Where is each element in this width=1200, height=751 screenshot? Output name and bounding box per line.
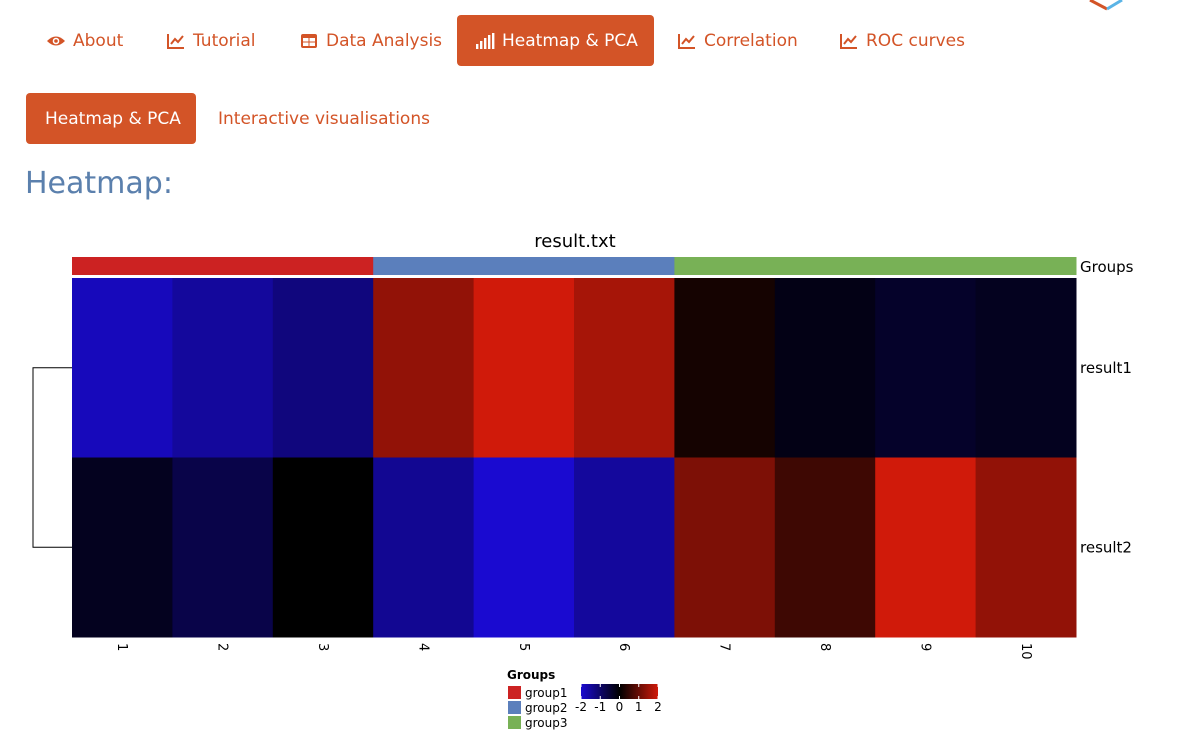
column-label: 7	[717, 643, 732, 651]
tab-heatmap-pca-label: Heatmap & PCA	[502, 30, 638, 51]
heatmap-cell	[674, 278, 776, 458]
tab-heatmap-pca[interactable]: Heatmap & PCA	[457, 15, 654, 66]
heatmap-cell	[373, 278, 475, 458]
heatmap-cell	[172, 457, 274, 638]
legend-label: group2	[525, 701, 568, 715]
tab-about[interactable]: About	[28, 15, 141, 66]
annotation-cell	[373, 257, 475, 275]
heatmap-cell	[975, 278, 1077, 458]
annotation-cell	[72, 257, 173, 275]
tab-correlation-label: Correlation	[704, 30, 798, 51]
legend-swatch	[508, 686, 521, 699]
heatmap-cell	[72, 278, 173, 458]
table-icon	[299, 32, 319, 50]
color-scale-label: 1	[635, 700, 643, 714]
column-label: 10	[1018, 643, 1033, 660]
signal-bars-icon	[475, 32, 495, 50]
annotation-cell	[172, 257, 274, 275]
color-scale-label: -2	[575, 700, 587, 714]
annotation-cell	[975, 257, 1077, 275]
column-label: 6	[616, 643, 631, 651]
column-label: 5	[516, 643, 531, 651]
tab-roc-curves-label: ROC curves	[866, 30, 965, 51]
column-label: 4	[415, 643, 430, 651]
annotation-label: Groups	[1080, 258, 1134, 276]
subtab-interactive-visualisations[interactable]: Interactive visualisations	[199, 93, 449, 144]
heatmap-cell	[72, 457, 173, 638]
chart-title: result.txt	[534, 231, 615, 252]
main-nav: About Tutorial Data Analysis Heatmap & P…	[0, 0, 1200, 80]
column-label: 8	[817, 643, 832, 651]
annotation-cell	[875, 257, 977, 275]
heatmap-cell	[975, 457, 1077, 638]
heatmap-cell	[674, 457, 776, 638]
annotation-cell	[473, 257, 575, 275]
heatmap-cell	[473, 457, 575, 638]
tab-data-analysis[interactable]: Data Analysis	[281, 15, 460, 66]
legend-title: Groups	[507, 668, 555, 682]
legend-label: group1	[525, 686, 568, 700]
heatmap-cell	[272, 278, 374, 458]
line-chart-icon	[839, 32, 859, 50]
heatmap-cell	[574, 278, 675, 458]
column-label: 2	[215, 643, 230, 651]
tab-roc-curves[interactable]: ROC curves	[821, 15, 983, 66]
line-chart-icon	[677, 32, 697, 50]
row-label: result1	[1080, 359, 1132, 377]
column-label: 3	[315, 643, 330, 651]
color-scale-label: 2	[654, 700, 662, 714]
heatmap-cell	[172, 278, 274, 458]
heatmap-cell	[774, 278, 876, 458]
row-dendrogram	[32, 367, 72, 548]
heatmap-cell	[774, 457, 876, 638]
legend-swatch	[508, 716, 521, 729]
legend-label: group3	[525, 716, 568, 730]
section-title: Heatmap:	[25, 166, 173, 201]
heatmap-cell	[473, 278, 575, 458]
line-chart-icon	[166, 32, 186, 50]
column-label: 9	[917, 643, 932, 651]
tab-correlation[interactable]: Correlation	[659, 15, 816, 66]
legend-swatch	[508, 701, 521, 714]
heatmap-cell	[373, 457, 475, 638]
tab-tutorial[interactable]: Tutorial	[148, 15, 274, 66]
tab-about-label: About	[73, 30, 124, 51]
eye-icon	[46, 32, 66, 50]
annotation-cell	[774, 257, 876, 275]
subtab-heatmap-pca[interactable]: Heatmap & PCA	[26, 93, 196, 144]
annotation-cell	[674, 257, 776, 275]
color-scale-label: 0	[616, 700, 624, 714]
logo-fragment	[1089, 0, 1123, 11]
heatmap-cell	[272, 457, 374, 638]
annotation-cell	[272, 257, 374, 275]
tab-data-analysis-label: Data Analysis	[326, 30, 443, 51]
subtab-interactive-visualisations-label: Interactive visualisations	[218, 108, 430, 129]
heatmap-cell	[875, 278, 977, 458]
color-scale-bar	[581, 684, 658, 699]
heatmap-cell	[875, 457, 977, 638]
tab-tutorial-label: Tutorial	[193, 30, 256, 51]
subtab-heatmap-pca-label: Heatmap & PCA	[45, 108, 181, 129]
annotation-cell	[574, 257, 675, 275]
color-scale-label: -1	[594, 700, 606, 714]
row-label: result2	[1080, 538, 1132, 556]
column-label: 1	[114, 643, 129, 651]
heatmap-cell	[574, 457, 675, 638]
